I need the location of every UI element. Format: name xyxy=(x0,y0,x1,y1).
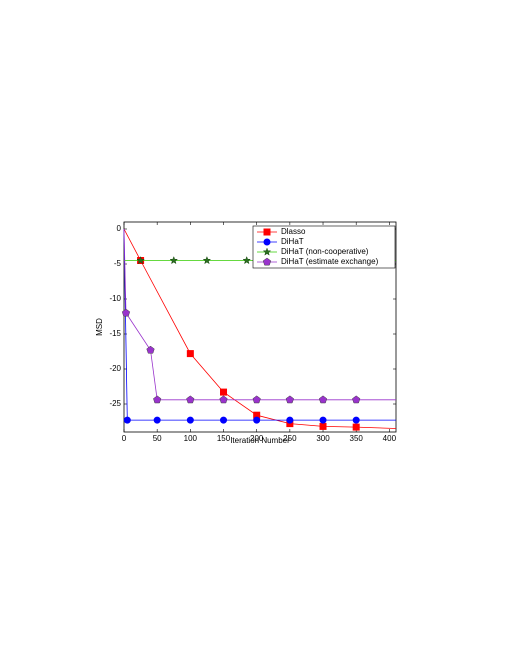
marker xyxy=(263,228,271,236)
x-tick-label: 200 xyxy=(250,434,264,443)
legend-label: DiHaT (estimate exchange) xyxy=(281,257,379,266)
marker xyxy=(136,255,145,265)
legend-box xyxy=(252,225,396,269)
marker xyxy=(153,395,162,404)
x-tick-label: 400 xyxy=(383,434,397,443)
y-tick-label: -20 xyxy=(109,364,121,373)
y-tick-label: 0 xyxy=(117,224,122,233)
y-tick-label: -10 xyxy=(109,294,121,303)
marker xyxy=(146,345,155,354)
marker xyxy=(123,416,131,424)
marker xyxy=(220,416,228,424)
marker xyxy=(121,308,131,317)
marker xyxy=(352,395,361,404)
marker xyxy=(263,238,271,246)
x-tick-label: 0 xyxy=(122,434,127,443)
marker xyxy=(169,255,179,265)
x-tick-label: 350 xyxy=(350,434,364,443)
marker xyxy=(352,423,360,431)
x-tick-label: 150 xyxy=(217,434,231,443)
legend-label: Dlasso xyxy=(281,227,306,236)
marker xyxy=(253,416,261,424)
marker xyxy=(319,416,327,424)
marker xyxy=(202,255,212,265)
marker xyxy=(318,395,328,404)
legend-label: DiHaT (non-cooperative) xyxy=(281,247,369,256)
x-tick-label: 100 xyxy=(184,434,198,443)
y-tick-label: -15 xyxy=(109,329,121,338)
x-tick-label: 50 xyxy=(153,434,162,443)
marker xyxy=(186,350,194,358)
marker xyxy=(352,416,360,424)
marker xyxy=(286,416,294,424)
marker xyxy=(186,395,195,404)
y-tick-label: -25 xyxy=(109,399,121,408)
marker xyxy=(220,388,228,396)
marker xyxy=(186,416,194,424)
marker xyxy=(262,247,272,256)
legend-label: DiHaT xyxy=(281,237,304,246)
marker xyxy=(319,422,327,430)
x-tick-label: 250 xyxy=(283,434,297,443)
series-line xyxy=(123,228,396,421)
marker xyxy=(153,416,161,424)
marker xyxy=(252,395,261,404)
y-axis-label: MSD xyxy=(95,318,104,336)
x-tick-label: 300 xyxy=(316,434,330,443)
marker xyxy=(262,257,272,266)
marker xyxy=(285,395,294,404)
x-axis-label: Iteration Number xyxy=(230,436,290,445)
marker xyxy=(242,255,251,265)
marker xyxy=(219,395,228,404)
y-tick-label: -5 xyxy=(114,259,122,268)
